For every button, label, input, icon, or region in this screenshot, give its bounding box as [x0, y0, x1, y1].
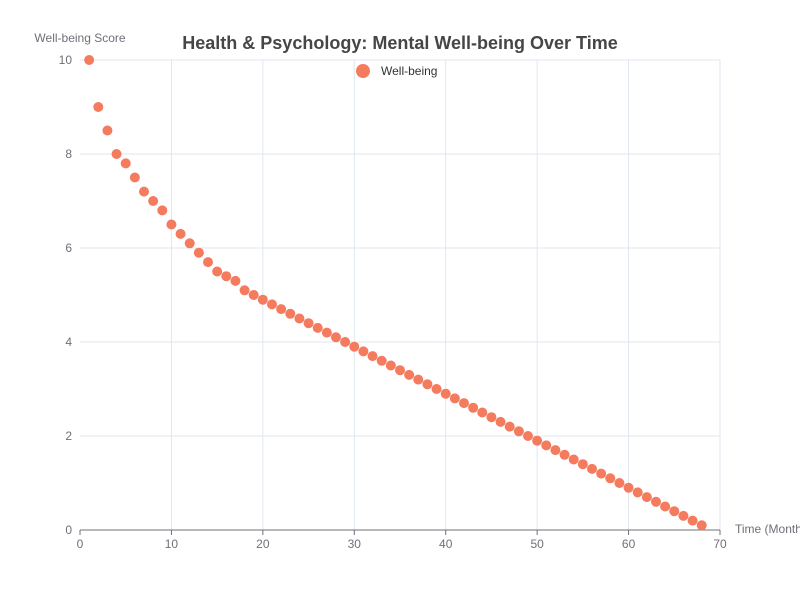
x-axis-label: Time (Months) — [735, 522, 800, 536]
data-point[interactable] — [587, 463, 597, 474]
legend-label[interactable]: Well-being — [381, 64, 437, 78]
data-point[interactable] — [532, 435, 543, 446]
y-tick-label: 8 — [65, 147, 72, 161]
y-tick-label: 2 — [65, 429, 72, 443]
data-point[interactable] — [395, 365, 405, 376]
data-point[interactable] — [285, 308, 296, 319]
chart-title: Health & Psychology: Mental Well-being O… — [182, 33, 617, 53]
data-point[interactable] — [486, 412, 497, 423]
data-point[interactable] — [577, 459, 588, 470]
x-tick-label: 10 — [165, 537, 179, 551]
data-point[interactable] — [340, 337, 351, 347]
data-point[interactable] — [120, 158, 131, 169]
x-tick-label: 70 — [713, 537, 727, 551]
x-tick-label: 20 — [256, 537, 270, 551]
data-point[interactable] — [376, 355, 387, 366]
data-point[interactable] — [230, 275, 241, 286]
data-point[interactable] — [349, 341, 360, 352]
data-point[interactable] — [184, 238, 195, 249]
data-point[interactable] — [504, 421, 515, 432]
data-point[interactable] — [212, 266, 223, 277]
data-point[interactable] — [495, 416, 506, 427]
grid — [80, 59, 721, 530]
data-point[interactable] — [129, 172, 140, 183]
data-point[interactable] — [102, 125, 113, 136]
data-point[interactable] — [678, 510, 689, 521]
data-point[interactable] — [605, 473, 616, 484]
data-point[interactable] — [413, 374, 424, 385]
data-point[interactable] — [477, 407, 488, 418]
data-point[interactable] — [321, 327, 332, 338]
data-point[interactable] — [257, 294, 268, 305]
data-point[interactable] — [696, 520, 707, 531]
data-point[interactable] — [276, 304, 287, 315]
data-point[interactable] — [632, 487, 643, 498]
data-point[interactable] — [623, 482, 634, 493]
data-point[interactable] — [614, 478, 625, 488]
x-tick-label: 0 — [77, 537, 84, 551]
data-points — [84, 55, 707, 531]
x-tick-label: 30 — [348, 537, 362, 551]
y-axis-label: Well-being Score — [34, 31, 125, 45]
data-point[interactable] — [148, 196, 159, 206]
data-point[interactable] — [248, 290, 259, 300]
data-point[interactable] — [422, 379, 433, 390]
data-point[interactable] — [385, 360, 396, 371]
data-point[interactable] — [641, 492, 652, 503]
data-point[interactable] — [84, 55, 95, 65]
data-point[interactable] — [175, 228, 186, 239]
data-point[interactable] — [166, 219, 177, 230]
data-point[interactable] — [513, 426, 524, 437]
data-point[interactable] — [239, 285, 250, 296]
data-point[interactable] — [459, 398, 469, 409]
data-point[interactable] — [331, 332, 341, 343]
y-tick-label: 6 — [65, 241, 72, 255]
y-tick-label: 10 — [59, 53, 73, 67]
data-point[interactable] — [404, 369, 415, 380]
data-point[interactable] — [358, 346, 369, 357]
data-point[interactable] — [568, 454, 579, 465]
legend-marker-icon[interactable] — [356, 64, 370, 78]
data-point[interactable] — [669, 506, 680, 517]
y-tick-label: 0 — [65, 523, 72, 537]
data-point[interactable] — [111, 149, 122, 159]
data-point[interactable] — [193, 247, 204, 258]
data-point[interactable] — [267, 299, 277, 310]
data-point[interactable] — [440, 388, 451, 399]
data-point[interactable] — [660, 501, 671, 512]
legend[interactable]: Well-being — [356, 64, 437, 78]
data-point[interactable] — [468, 402, 479, 413]
data-point[interactable] — [687, 515, 698, 526]
data-point[interactable] — [596, 468, 607, 479]
x-tick-label: 60 — [622, 537, 636, 551]
data-point[interactable] — [449, 393, 460, 404]
data-point[interactable] — [303, 318, 314, 329]
data-point[interactable] — [550, 445, 561, 456]
data-point[interactable] — [367, 351, 378, 362]
x-tick-label: 40 — [439, 537, 453, 551]
data-point[interactable] — [93, 102, 104, 112]
data-point[interactable] — [559, 449, 570, 460]
data-point[interactable] — [294, 313, 305, 324]
y-tick-label: 4 — [65, 335, 72, 349]
data-point[interactable] — [523, 431, 533, 441]
data-point[interactable] — [203, 257, 213, 268]
data-point[interactable] — [157, 205, 168, 216]
x-tick-label: 50 — [530, 537, 544, 551]
data-point[interactable] — [541, 440, 552, 451]
data-point[interactable] — [312, 322, 323, 333]
tick-labels: 0 10 20 30 40 50 60 70 0 2 4 6 8 10 — [59, 53, 727, 551]
data-point[interactable] — [139, 186, 149, 197]
data-point[interactable] — [431, 384, 442, 394]
data-point[interactable] — [221, 271, 232, 282]
data-point[interactable] — [651, 496, 661, 507]
